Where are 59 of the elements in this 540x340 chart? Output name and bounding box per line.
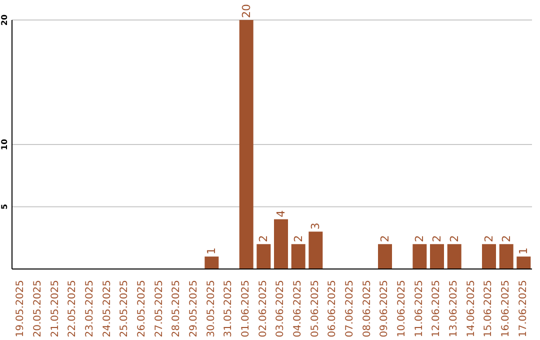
x-tick-label: 19.05.2025 [15, 280, 26, 338]
x-tick-label: 22.05.2025 [67, 280, 78, 338]
x-tick-label: 13.06.2025 [448, 280, 460, 338]
x-tick-label: 11.06.2025 [414, 280, 425, 338]
data-label: 4 [274, 210, 288, 218]
x-tick-label: 01.06.2025 [240, 280, 252, 338]
x-tick-label: 17.06.2025 [518, 280, 529, 338]
x-tick-label: 02.06.2025 [258, 280, 269, 338]
x-tick-label: 04.06.2025 [292, 280, 304, 338]
y-tick-label: 20 [0, 14, 9, 26]
x-tick-label: 28.05.2025 [171, 280, 182, 338]
x-tick-label: 21.05.2025 [50, 280, 61, 338]
x-tick-label: 25.05.2025 [119, 280, 130, 338]
x-tick-label: 16.06.2025 [500, 280, 512, 338]
data-label: 3 [309, 222, 322, 230]
x-tick-label: 24.05.2025 [102, 280, 113, 338]
x-tick-label: 12.06.2025 [431, 280, 442, 338]
data-label: 2 [430, 235, 444, 242]
x-tick-label: 31.05.2025 [223, 280, 234, 338]
x-tick-label: 26.05.2025 [136, 280, 148, 338]
x-tick-label: 08.06.2025 [362, 280, 373, 338]
data-label: 1 [205, 248, 218, 255]
x-tick-label: 06.06.2025 [327, 280, 338, 338]
data-label: 2 [413, 235, 426, 242]
x-tick-label: 29.05.2025 [188, 280, 200, 338]
data-label: 2 [448, 235, 461, 242]
bar [378, 244, 392, 269]
x-tick-label: 14.06.2025 [466, 280, 477, 338]
data-label: 2 [482, 235, 496, 242]
bar [239, 20, 254, 269]
x-tick-label: 27.05.2025 [154, 280, 165, 338]
bar [274, 219, 288, 269]
data-label: 2 [292, 235, 305, 242]
x-tick-label: 30.05.2025 [206, 280, 217, 338]
data-label: 1 [517, 248, 530, 255]
data-label: 2 [500, 235, 513, 242]
x-tick-label: 10.06.2025 [396, 280, 408, 338]
data-label: 2 [378, 235, 392, 242]
bar [308, 232, 323, 269]
x-tick-label: 15.06.2025 [483, 280, 494, 338]
x-tick-label: 07.06.2025 [344, 280, 356, 338]
x-tick-label: 23.05.2025 [84, 280, 96, 338]
x-tick-label: 20.05.2025 [32, 280, 44, 338]
data-label: 2 [257, 235, 270, 242]
x-tick-label: 03.06.2025 [275, 280, 286, 338]
y-tick-label: 10 [0, 138, 9, 150]
bar [430, 244, 444, 269]
bar [499, 244, 514, 269]
bar [412, 244, 427, 269]
bar [482, 244, 496, 269]
x-tick-label: 05.06.2025 [310, 280, 321, 338]
data-label: 20 [240, 4, 253, 18]
bar [291, 244, 306, 269]
bar [204, 256, 219, 269]
bar [447, 244, 462, 269]
bar [256, 244, 271, 269]
x-tick-label: 09.06.2025 [379, 280, 390, 338]
y-tick-label: 5 [0, 204, 9, 210]
bar [516, 256, 531, 269]
